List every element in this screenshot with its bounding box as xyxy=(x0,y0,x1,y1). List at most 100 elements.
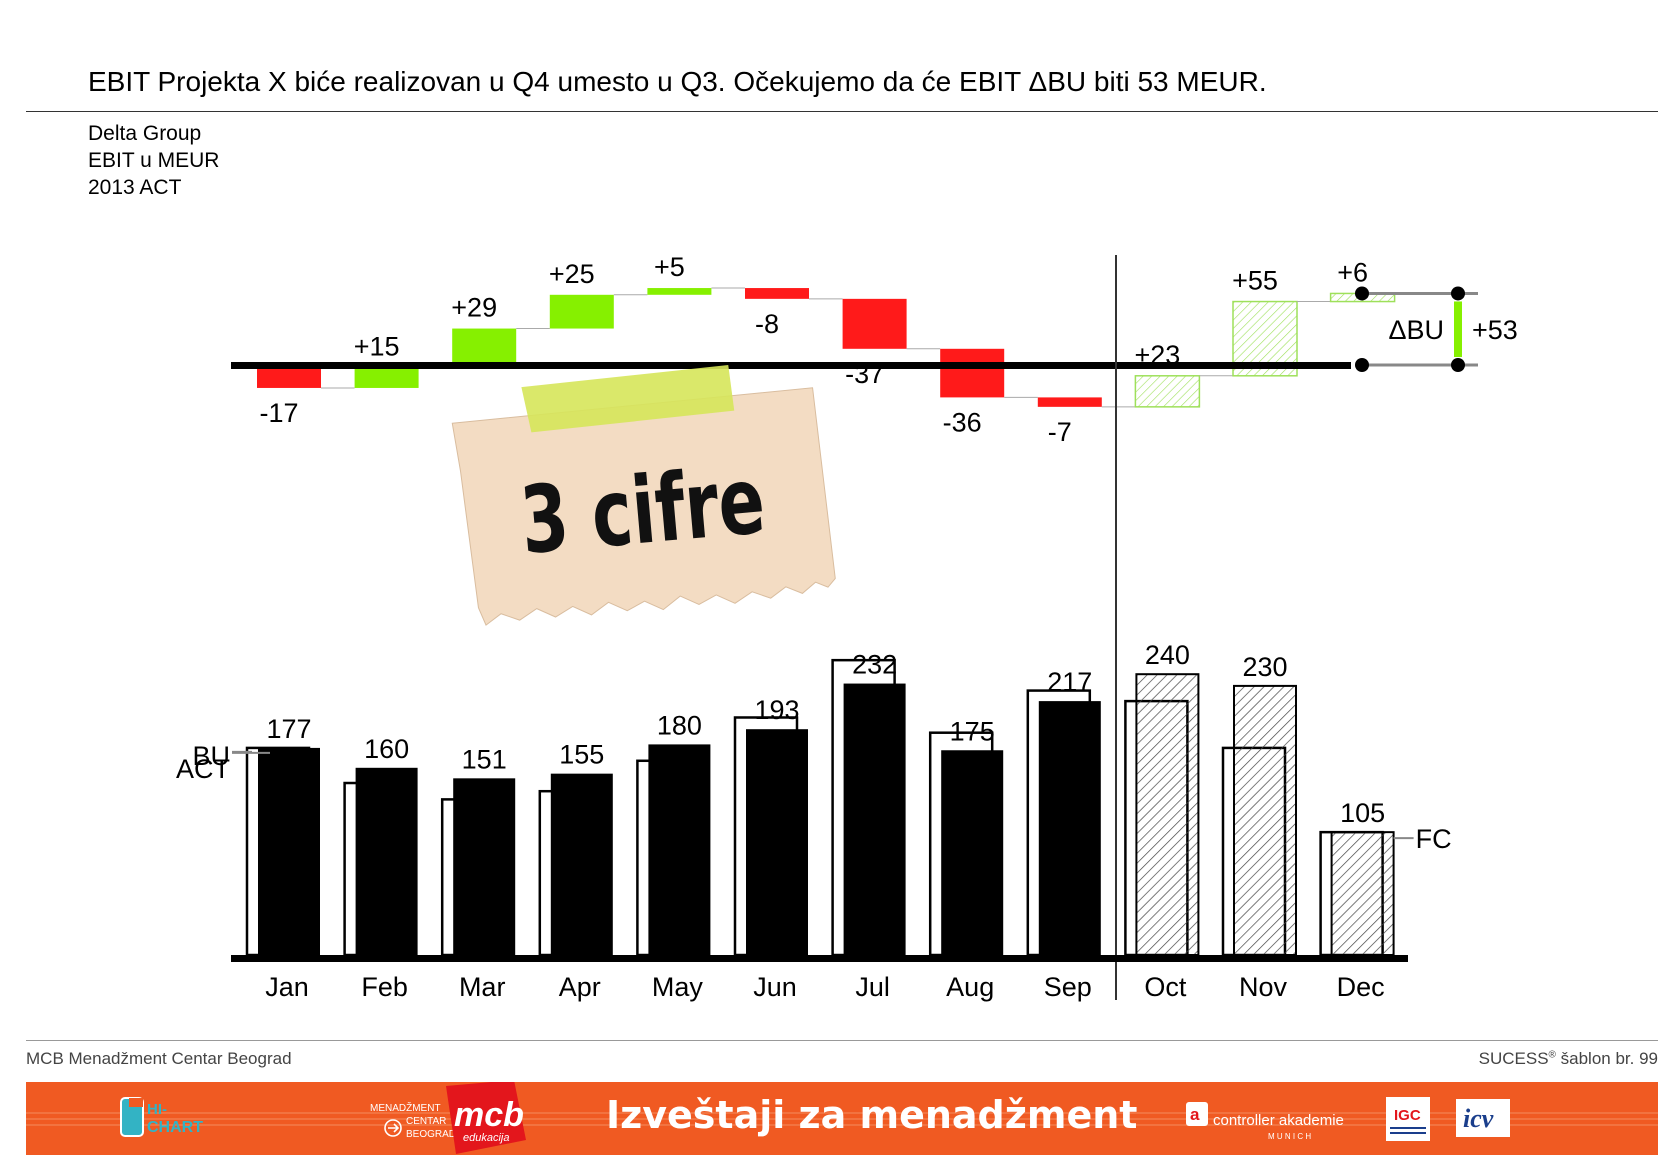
bar-value-dec: 105 xyxy=(1340,798,1385,828)
wf-value-jan: -17 xyxy=(259,398,298,428)
controller-akademie-logo: a controller akademie M U N I C H xyxy=(1186,1102,1344,1141)
fc-bar-nov xyxy=(1233,684,1297,957)
sticky-note: 3 cifre xyxy=(451,364,836,626)
wf-bar-aug xyxy=(940,348,1005,398)
wf-value-dec: +6 xyxy=(1337,257,1368,287)
act-bar-feb xyxy=(355,767,418,955)
act-bar-aug xyxy=(941,750,1004,955)
delta-dot-bottom-right xyxy=(1451,358,1465,372)
x-tick-sep: Sep xyxy=(1044,972,1092,1002)
x-tick-apr: Apr xyxy=(559,972,601,1002)
icv-logo: icv xyxy=(1456,1099,1510,1137)
bar-value-feb: 160 xyxy=(364,734,409,764)
tape-icon xyxy=(521,364,735,433)
wf-bar-feb xyxy=(354,367,419,388)
act-bar-jan xyxy=(258,747,320,955)
delta-dot-top-right xyxy=(1451,286,1465,301)
bar-value-jun: 193 xyxy=(754,695,799,725)
wf-bar-jul xyxy=(842,298,907,349)
bar-chart: 177 Jan 160 Feb 151 Mar 155 Apr 180 May 193 Jun 232 J… xyxy=(176,255,1452,1002)
bar-value-oct: 240 xyxy=(1145,640,1190,670)
company-label: Delta Group xyxy=(88,122,202,145)
icv-badge xyxy=(1456,1099,1510,1137)
delta-dot-bottom-left xyxy=(1355,358,1369,372)
mcb-badge xyxy=(446,1082,526,1154)
delta-total-bar xyxy=(1454,301,1462,357)
wf-value-may: +5 xyxy=(654,252,685,282)
mcb-tagline: edukacija xyxy=(463,1132,509,1144)
wf-bar-jun xyxy=(745,288,809,299)
wf-bar-oct xyxy=(1134,375,1201,408)
mcb-line-3: BEOGRAD xyxy=(406,1129,456,1140)
act-bar-mar xyxy=(453,778,516,955)
x-tick-jun: Jun xyxy=(753,972,797,1002)
footer-template-number: šablon br. 99 xyxy=(1555,1049,1658,1068)
footer-divider xyxy=(26,1040,1658,1041)
wf-value-aug: -36 xyxy=(943,407,982,437)
delta-label: ΔBU xyxy=(1388,315,1444,345)
fc-bar-dec xyxy=(1330,831,1395,957)
act-bar-jun xyxy=(746,729,808,955)
note-paper xyxy=(451,387,836,626)
ca-city: M U N I C H xyxy=(1268,1132,1311,1141)
icv-text: icv xyxy=(1463,1104,1494,1133)
title-divider xyxy=(26,111,1658,112)
hichart-logo: HI- CHART xyxy=(120,1097,203,1137)
wf-value-apr: +25 xyxy=(549,259,595,289)
x-tick-jan: Jan xyxy=(265,972,309,1002)
legend-act: ACT xyxy=(176,754,230,784)
bar-value-may: 180 xyxy=(657,710,702,740)
page-title: EBIT Projekta X biće realizovan u Q4 ume… xyxy=(88,66,1267,97)
footer-banner: HI- CHART MENADŽMENT CENTAR BEOGRAD mcb … xyxy=(26,1082,1658,1155)
wf-bar-apr xyxy=(549,294,614,329)
mcb-line-1: MENADŽMENT xyxy=(370,1101,441,1114)
x-axis-baseline xyxy=(231,955,1408,962)
wf-value-jun: -8 xyxy=(755,309,779,339)
act-bar-apr xyxy=(550,773,613,955)
x-tick-dec: Dec xyxy=(1337,972,1385,1002)
act-bar-sep xyxy=(1038,701,1101,955)
x-tick-nov: Nov xyxy=(1239,972,1288,1002)
x-tick-may: May xyxy=(652,972,704,1002)
legend-fc: FC xyxy=(1416,824,1452,854)
delta-dot-top-left xyxy=(1355,286,1369,301)
bar-value-nov: 230 xyxy=(1242,652,1287,682)
arrow-circle-icon xyxy=(384,1119,402,1137)
wf-bar-sep xyxy=(1037,397,1102,407)
banner-title: Izveštaji za menadžment xyxy=(606,1093,1137,1137)
bar-value-jan: 177 xyxy=(266,714,311,744)
ca-name: controller akademie xyxy=(1213,1112,1344,1129)
igc-logo: IGC xyxy=(1386,1097,1430,1141)
measure-label: EBIT u MEUR xyxy=(88,149,220,172)
note-text: 3 cifre xyxy=(516,448,769,576)
hichart-text-top: HI- xyxy=(147,1101,167,1118)
x-tick-oct: Oct xyxy=(1144,972,1187,1002)
footer-organization: MCB Menadžment Centar Beograd xyxy=(26,1049,292,1068)
x-tick-jul: Jul xyxy=(855,972,890,1002)
bar-value-sep: 217 xyxy=(1047,667,1092,697)
act-bar-jul xyxy=(843,683,906,955)
igc-text: IGC xyxy=(1394,1107,1421,1124)
mcb-wordmark: mcb xyxy=(454,1096,524,1134)
x-tick-mar: Mar xyxy=(459,972,506,1002)
svg-text:a: a xyxy=(1190,1105,1200,1124)
footer-brand: SUCESS xyxy=(1478,1049,1549,1068)
wf-value-mar: +29 xyxy=(451,293,497,323)
bar-value-apr: 155 xyxy=(559,740,604,770)
wf-value-nov: +55 xyxy=(1232,266,1278,296)
fc-bar-oct xyxy=(1135,673,1200,956)
wf-bar-mar xyxy=(452,328,517,368)
ca-icon xyxy=(1186,1102,1208,1126)
registered-mark: ® xyxy=(1548,1049,1556,1061)
hichart-text-bottom: CHART xyxy=(147,1119,203,1136)
act-bar-may xyxy=(648,744,711,955)
footer-template-ref: SUCESS® šablon br. 99 xyxy=(1479,1049,1658,1069)
mcb-line-2: CENTAR xyxy=(406,1116,446,1127)
x-tick-feb: Feb xyxy=(361,972,408,1002)
legend-bu: BU xyxy=(192,741,230,771)
mcb-logo: MENADŽMENT CENTAR BEOGRAD mcb edukacija xyxy=(370,1082,526,1154)
wf-bar-jan xyxy=(257,365,321,388)
x-tick-aug: Aug xyxy=(946,972,994,1002)
